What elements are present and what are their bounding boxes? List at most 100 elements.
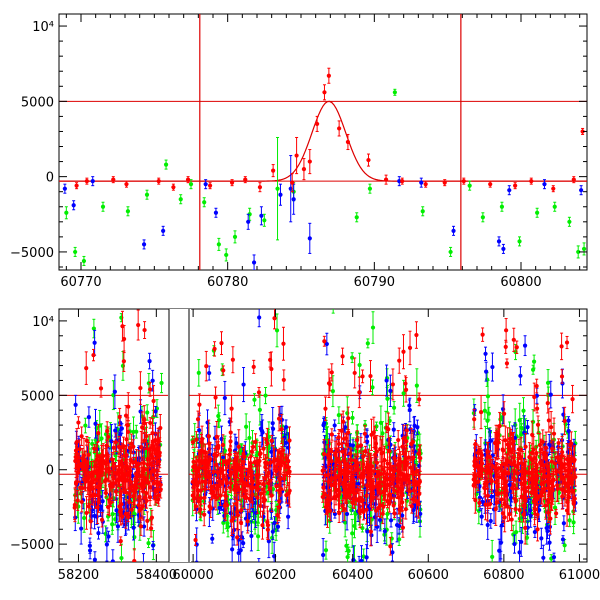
top-point-s1-2 (90, 176, 95, 187)
bottom-point-0-2-137-marker (113, 489, 118, 494)
top-point-s2-32 (580, 127, 585, 135)
top-point-s0-8-marker (188, 182, 194, 187)
bottom-point-0-1-62 (141, 553, 145, 562)
bottom-point-0-2-98-marker (154, 489, 159, 494)
bottom-point-0-2-36-marker (147, 387, 153, 392)
top-point-s2-19-marker (337, 126, 342, 131)
bottom-point-1-1-98-marker (197, 428, 202, 433)
bottom-point-0-2-242 (152, 459, 157, 482)
top-point-s1-8-marker (251, 260, 257, 265)
bottom-point-0-2-180-marker (128, 457, 133, 463)
bottom-point-0-2-160-marker (120, 514, 125, 519)
bottom-point-1-1-99 (210, 533, 215, 544)
bottom-point-1-2-152-marker (253, 439, 258, 445)
top-point-s2-7-marker (207, 183, 213, 188)
bottom-point-1-2-132-marker (280, 448, 286, 453)
top-point-s2-5-marker (171, 185, 176, 190)
bottom-point-0-0-74-marker (134, 429, 139, 434)
top-point-s0-11 (224, 248, 229, 262)
top-point-s2-32-marker (580, 129, 585, 134)
bottom-point-0-2-184-marker (133, 459, 138, 465)
bottom-point-0-2-136 (98, 379, 104, 398)
top-xtick-label-0: 60770 (60, 275, 101, 290)
bottom-point-1-2-45-marker (221, 368, 226, 373)
bottom-point-1-2-48-marker (194, 437, 199, 442)
top-point-s2-0-marker (74, 183, 79, 188)
top-point-s2-24-marker (423, 182, 428, 187)
bottom-point-0-2-216-marker (111, 461, 116, 467)
bottom-point-0-2-167-marker (103, 461, 108, 466)
top-point-s1-2-marker (90, 179, 95, 184)
bottom-point-1-1-57-marker (230, 547, 235, 552)
top-point-s1-15 (419, 177, 424, 188)
bottom-point-0-2-158-marker (126, 404, 131, 409)
bottom-point-1-0-79-marker (225, 521, 230, 526)
bottom-point-1-1-81 (258, 421, 264, 437)
top-point-s1-19-marker (507, 188, 512, 193)
top-point-s0-14 (262, 213, 267, 227)
bottom-point-0-2-170 (142, 405, 147, 435)
top-point-s2-10-marker (257, 185, 263, 190)
bottom-point-1-2-145-marker (278, 476, 283, 481)
top-xtick-label-2: 60790 (354, 275, 395, 290)
bottom-point-1-1-84 (270, 523, 275, 541)
bottom-point-0-2-185 (72, 487, 77, 523)
bottom-point-0-2-251 (113, 432, 119, 453)
bottom-point-0-2-48-marker (99, 517, 105, 522)
top-point-s0-23 (480, 212, 485, 223)
bottom-point-0-2-211 (75, 453, 80, 484)
bottom-point-0-2-111-marker (74, 439, 79, 445)
bottom-point-1-2-7 (213, 386, 218, 409)
top-point-s2-4-marker (156, 179, 161, 184)
top-point-s0-17-marker (354, 215, 359, 220)
top-point-s2-4 (156, 177, 161, 185)
bottom-point-1-2-125-marker (196, 458, 201, 463)
bottom-point-1-0-72-marker (216, 413, 221, 419)
bottom-point-1-2-80-marker (212, 346, 217, 352)
top-point-s2-26-marker (461, 179, 466, 184)
top-point-s1-5-marker (203, 182, 208, 187)
top-point-s0-0-marker (64, 210, 69, 215)
bottom-point-0-2-95-marker (118, 539, 123, 544)
bottom-point-0-0-69-marker (91, 326, 96, 331)
bottom-point-0-2-253-marker (106, 466, 111, 471)
top-point-s1-3 (141, 239, 147, 250)
bottom-point-0-2-235-marker (151, 481, 157, 486)
top-ytick-label-3: 10⁴ (32, 20, 54, 35)
top-point-s1-0 (62, 183, 67, 194)
bottom-point-1-1-110-marker (286, 514, 291, 519)
bottom-point-0-2-225-marker (141, 468, 146, 474)
top-point-s2-12-marker (290, 180, 295, 185)
top-point-s2-17 (322, 84, 327, 101)
top-point-s2-3-marker (124, 182, 129, 187)
bottom-point-0-0-69 (91, 318, 96, 339)
bottom-point-0-2-61-marker (129, 507, 134, 512)
bottom-point-0-2-144-marker (95, 505, 100, 510)
top-point-s0-26 (535, 207, 540, 218)
bottom-point-0-2-259-marker (94, 469, 99, 474)
top-point-s1-4-marker (161, 228, 166, 233)
bottom-point-0-2-213-marker (80, 485, 85, 490)
bottom-point-0-2-214-marker (124, 437, 129, 442)
bottom-point-0-2-65-marker (86, 504, 91, 509)
bottom-point-0-2-240-marker (144, 498, 149, 503)
top-point-s0-3 (100, 201, 106, 212)
top-point-s0-1-marker (73, 249, 78, 255)
bottom-point-0-2-197 (127, 487, 132, 516)
top-point-s0-15-marker (275, 186, 280, 191)
bottom-point-1-2-105-marker (235, 535, 240, 540)
bottom-point-0-2-170-marker (142, 417, 147, 422)
bottom-point-1-0-67-marker (247, 435, 252, 441)
bottom-point-0-1-77-marker (100, 499, 105, 504)
bottom-point-0-1-27 (96, 526, 101, 540)
bottom-point-1-2-76 (269, 351, 274, 387)
bottom-point-1-2-130 (193, 534, 198, 546)
bottom-point-0-2-224-marker (96, 431, 101, 436)
bottom-point-0-0-74 (134, 424, 139, 439)
bottom-point-1-0-64 (252, 393, 257, 407)
top-point-s2-17-marker (322, 90, 327, 95)
bottom-point-0-1-12 (106, 530, 111, 543)
bottom-point-1-1-110 (286, 504, 291, 530)
bottom-point-0-2-182-marker (138, 385, 143, 391)
bottom-point-1-2-116-marker (251, 364, 256, 369)
